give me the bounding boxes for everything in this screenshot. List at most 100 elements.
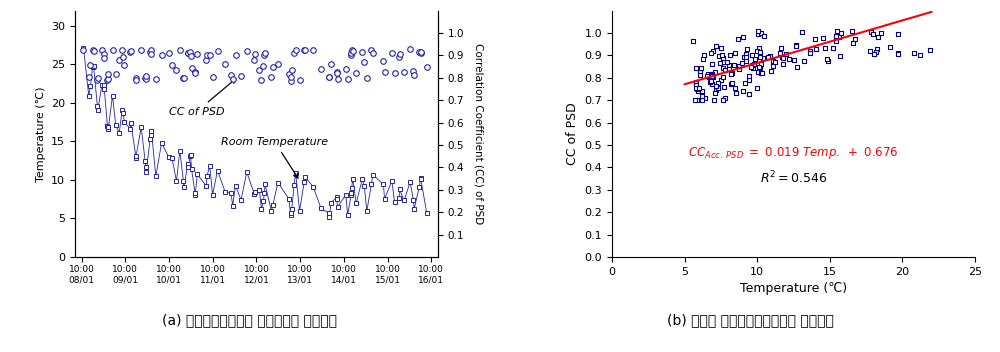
Point [752, 49, 768, 55]
Y-axis label: CC of PSD: CC of PSD [566, 102, 579, 165]
Point [696, 52, 712, 58]
Point [694, 98, 710, 103]
Point [689, 86, 705, 92]
Point [715, 74, 731, 79]
Point [738, 51, 754, 57]
Point [815, 36, 831, 41]
Point [689, 98, 705, 103]
Point [713, 45, 729, 50]
Text: CC of PSD: CC of PSD [169, 79, 236, 117]
Point [731, 63, 747, 69]
Point [741, 91, 757, 96]
Point [721, 63, 737, 68]
Point [760, 54, 776, 60]
Point [778, 51, 794, 57]
Point [922, 47, 938, 53]
Point [736, 54, 752, 60]
Point [831, 34, 847, 40]
Point [763, 69, 779, 74]
Point [701, 74, 717, 79]
Point [704, 74, 720, 79]
Point [712, 61, 728, 66]
Point [746, 62, 762, 67]
Point [750, 31, 766, 37]
Point [749, 48, 765, 54]
Point [721, 66, 737, 72]
Point [723, 71, 739, 76]
Point [796, 58, 812, 64]
Point [772, 50, 788, 55]
Point [862, 48, 878, 54]
Point [690, 88, 706, 94]
Point [781, 56, 797, 61]
Point [704, 62, 720, 67]
Point [708, 87, 724, 93]
Point [833, 30, 849, 36]
Point [688, 65, 704, 71]
Point [711, 54, 727, 59]
Point [754, 70, 770, 76]
Point [707, 69, 723, 75]
Point [735, 88, 751, 94]
Point [734, 60, 750, 66]
Point [762, 53, 778, 58]
Point [708, 83, 724, 89]
Point [829, 28, 845, 33]
Point [753, 30, 769, 36]
Y-axis label: Correlation Coefficient (CC) of PSD: Correlation Coefficient (CC) of PSD [474, 43, 484, 224]
Point [731, 66, 747, 72]
Point [703, 78, 719, 84]
Point [715, 98, 731, 103]
Point [749, 86, 765, 91]
Point [741, 77, 757, 83]
Point [695, 56, 711, 62]
Point [765, 58, 781, 64]
Point [828, 38, 844, 44]
Point [863, 29, 879, 35]
Point [765, 63, 781, 69]
Point [869, 47, 885, 52]
Point [817, 45, 833, 51]
Point [704, 71, 720, 77]
Point [751, 64, 767, 70]
Point [745, 65, 761, 70]
Point [738, 55, 754, 60]
Point [737, 80, 753, 86]
Point [752, 55, 768, 60]
Point [727, 85, 743, 91]
Point [890, 51, 906, 57]
Point [775, 55, 791, 61]
Point [828, 33, 844, 38]
Point [700, 71, 716, 77]
Point [844, 28, 860, 33]
Point [738, 59, 754, 64]
Point [750, 69, 766, 75]
Point [688, 86, 704, 91]
Point [802, 50, 818, 56]
Point [710, 85, 726, 91]
Point [688, 80, 704, 86]
Point [685, 38, 701, 44]
Point [715, 55, 731, 61]
Point [820, 58, 836, 64]
Point [699, 73, 715, 78]
Point [730, 36, 746, 42]
Point [735, 34, 751, 40]
Point [693, 65, 709, 71]
Point [716, 59, 732, 64]
Point [717, 67, 733, 73]
Point [767, 59, 783, 65]
Point [705, 74, 721, 80]
Text: $R^2 = 0.546$: $R^2 = 0.546$ [760, 170, 827, 187]
Y-axis label: Temperature (℃): Temperature (℃) [36, 86, 46, 182]
Point [707, 90, 723, 96]
Point [743, 64, 759, 70]
Point [774, 55, 790, 60]
Point [906, 50, 922, 56]
Point [890, 50, 906, 56]
Point [773, 45, 789, 51]
Point [719, 59, 735, 65]
Point [702, 80, 718, 85]
Text: Room Temperature: Room Temperature [221, 137, 329, 178]
Point [708, 43, 724, 49]
